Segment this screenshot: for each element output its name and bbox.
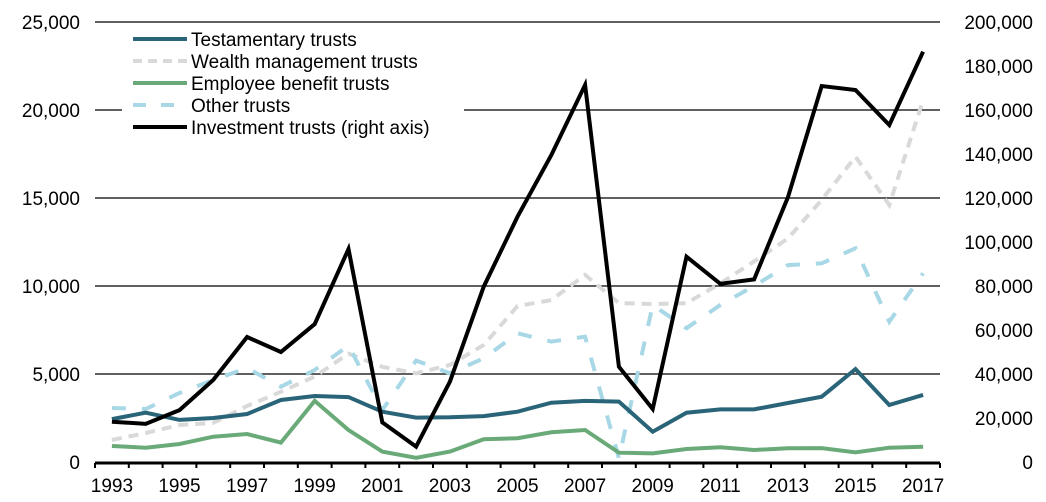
legend-label: Testamentary trusts xyxy=(191,30,357,51)
x-tick-label: 2009 xyxy=(632,476,674,497)
legend-item: Wealth management trusts xyxy=(133,52,418,73)
x-tick-label: 2011 xyxy=(700,476,741,497)
y-tick-label-right: 140,000 xyxy=(964,145,1033,166)
series-line-testamentary-trusts xyxy=(111,366,924,435)
y-tick-label-right: 60,000 xyxy=(975,321,1033,342)
x-tick-label: 1999 xyxy=(294,476,336,497)
legend-label: Investment trusts (right axis) xyxy=(191,118,430,139)
x-tick-label: 2005 xyxy=(496,476,538,497)
x-tick-label: 1993 xyxy=(91,476,133,497)
y-axis-left: 0 5,000 10,000 15,000 20,000 25,000 xyxy=(22,13,80,474)
y-tick-label-left: 15,000 xyxy=(22,189,80,210)
x-tick-label: 2007 xyxy=(564,476,606,497)
legend-label: Other trusts xyxy=(191,96,290,117)
y-tick-label-left: 0 xyxy=(69,453,80,474)
y-tick-label-right: 40,000 xyxy=(975,365,1033,386)
x-tick-label: 1997 xyxy=(226,476,268,497)
x-tick-label: 1995 xyxy=(158,476,200,497)
y-tick-label-right: 80,000 xyxy=(975,277,1033,298)
series-layer xyxy=(111,50,926,460)
series-line-wealth-management-trusts xyxy=(111,99,926,442)
y-tick-label-left: 25,000 xyxy=(22,13,80,34)
y-tick-label-right: 100,000 xyxy=(964,233,1033,254)
y-tick-label-right: 200,000 xyxy=(964,13,1033,34)
y-tick-label-right: 160,000 xyxy=(964,101,1033,122)
y-tick-label-right: 180,000 xyxy=(964,57,1033,78)
x-tick-label: 2003 xyxy=(429,476,471,497)
x-tick-label: 2015 xyxy=(834,476,876,497)
x-axis: 1993 1995 1997 1999 2001 2003 2005 2007 2009 2011… xyxy=(91,461,944,497)
y-tick-label-right: 20,000 xyxy=(975,409,1033,430)
y-axis-right: 0 20,000 40,000 60,000 80,000 100,000 120,000 1… xyxy=(964,13,1033,474)
x-tick-label: 2017 xyxy=(902,476,944,497)
y-tick-label-left: 5,000 xyxy=(32,365,80,386)
legend-item: Employee benefit trusts xyxy=(133,74,390,95)
series-line-other-trusts xyxy=(111,245,925,459)
x-tick-label: 2013 xyxy=(767,476,809,497)
legend-item: Testamentary trusts xyxy=(133,30,357,51)
y-tick-label-left: 10,000 xyxy=(22,277,80,298)
series-line-investment-trusts-right-axis xyxy=(111,50,925,450)
legend-item: Investment trusts (right axis) xyxy=(133,118,430,139)
x-tick-label: 2001 xyxy=(361,476,403,497)
y-tick-label-right: 0 xyxy=(1022,453,1033,474)
y-tick-label-left: 20,000 xyxy=(22,101,80,122)
legend-label: Wealth management trusts xyxy=(191,52,418,73)
y-tick-label-right: 120,000 xyxy=(964,189,1033,210)
series-line-employee-benefit-trusts xyxy=(111,398,924,460)
legend-label: Employee benefit trusts xyxy=(191,74,390,95)
legend-item: Other trusts xyxy=(133,96,290,117)
